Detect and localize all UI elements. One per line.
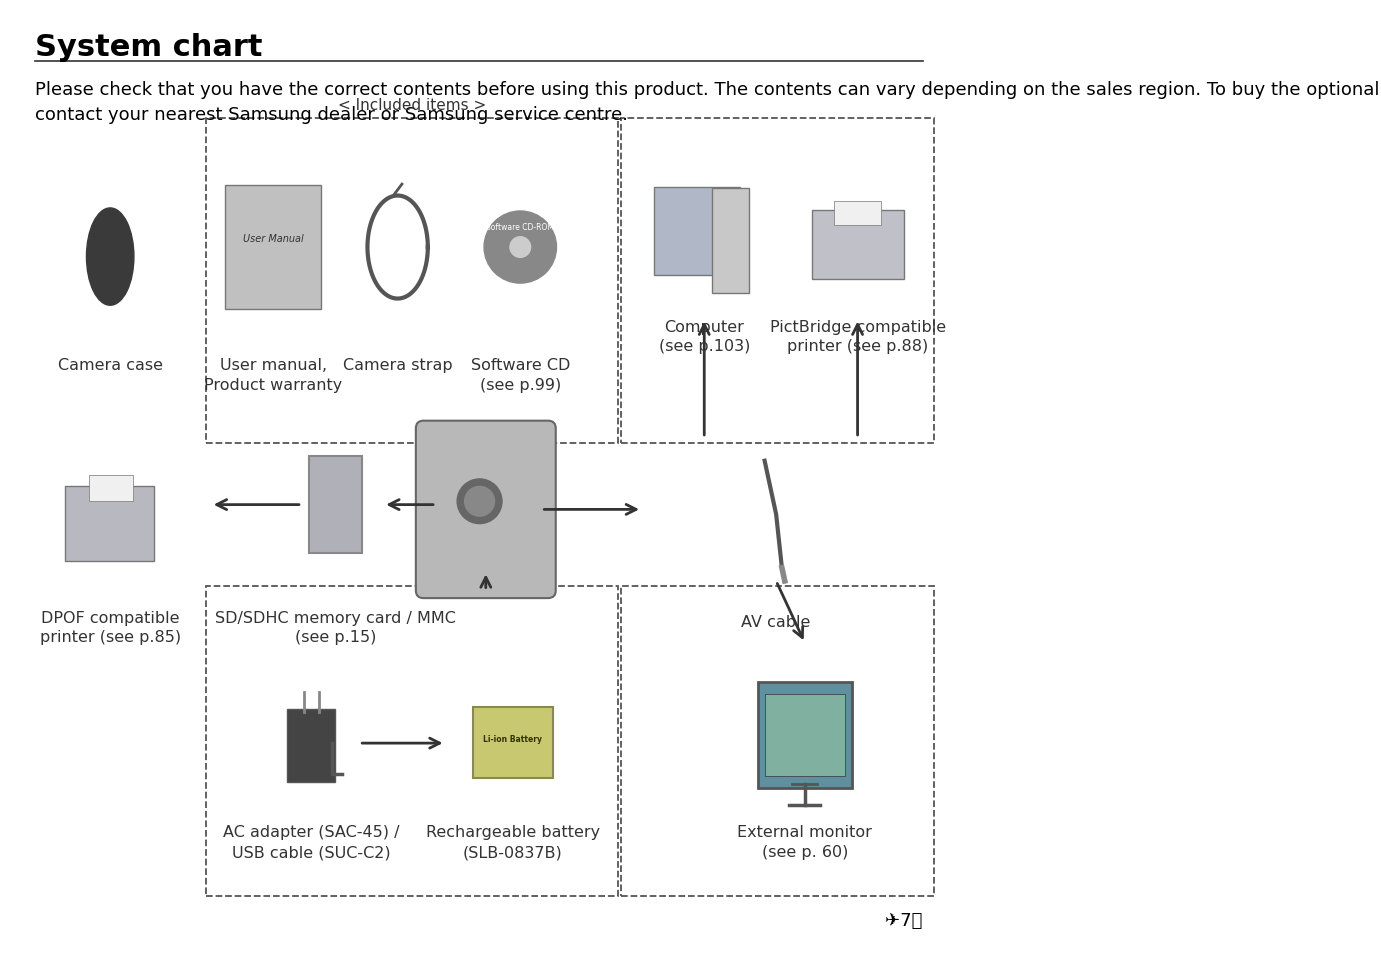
Text: Li-ion Battery: Li-ion Battery bbox=[483, 734, 543, 743]
Text: User Manual: User Manual bbox=[243, 233, 304, 243]
FancyBboxPatch shape bbox=[90, 476, 133, 502]
Text: Software CD
(see p.99): Software CD (see p.99) bbox=[471, 357, 570, 392]
Circle shape bbox=[457, 479, 501, 524]
Text: AC adapter (SAC-45) /
USB cable (SUC-C2): AC adapter (SAC-45) / USB cable (SUC-C2) bbox=[224, 824, 399, 859]
Circle shape bbox=[464, 487, 494, 517]
Text: ✈7〉: ✈7〉 bbox=[885, 911, 923, 929]
FancyBboxPatch shape bbox=[655, 188, 740, 275]
Text: Software CD-ROM: Software CD-ROM bbox=[486, 223, 554, 232]
Text: Camera strap: Camera strap bbox=[342, 357, 453, 373]
Circle shape bbox=[510, 237, 530, 258]
FancyBboxPatch shape bbox=[765, 694, 845, 777]
Text: User manual,
Product warranty: User manual, Product warranty bbox=[204, 357, 342, 392]
FancyBboxPatch shape bbox=[225, 186, 320, 310]
FancyBboxPatch shape bbox=[834, 202, 881, 226]
FancyBboxPatch shape bbox=[65, 486, 153, 561]
Text: PictBridge compatible
printer (see p.88): PictBridge compatible printer (see p.88) bbox=[769, 319, 946, 354]
Text: External monitor
(see p. 60): External monitor (see p. 60) bbox=[737, 824, 873, 859]
Text: SD/SDHC memory card / MMC
(see p.15): SD/SDHC memory card / MMC (see p.15) bbox=[215, 610, 456, 644]
Text: Camera case: Camera case bbox=[58, 357, 163, 373]
FancyBboxPatch shape bbox=[812, 211, 903, 279]
Text: Computer
(see p.103): Computer (see p.103) bbox=[659, 319, 750, 354]
FancyBboxPatch shape bbox=[309, 456, 362, 554]
FancyBboxPatch shape bbox=[287, 710, 336, 782]
FancyBboxPatch shape bbox=[416, 421, 555, 598]
Text: < Included items >: < Included items > bbox=[338, 97, 486, 112]
Text: DPOF compatible
printer (see p.85): DPOF compatible printer (see p.85) bbox=[40, 610, 181, 644]
Text: AV cable: AV cable bbox=[742, 615, 811, 630]
Circle shape bbox=[485, 212, 557, 284]
Ellipse shape bbox=[87, 209, 134, 306]
Text: Rechargeable battery
(SLB-0837B): Rechargeable battery (SLB-0837B) bbox=[425, 824, 599, 859]
FancyBboxPatch shape bbox=[472, 707, 552, 779]
Text: Please check that you have the correct contents before using this product. The c: Please check that you have the correct c… bbox=[36, 81, 1381, 124]
FancyBboxPatch shape bbox=[758, 682, 852, 788]
FancyBboxPatch shape bbox=[711, 189, 749, 294]
Text: System chart: System chart bbox=[36, 33, 262, 62]
